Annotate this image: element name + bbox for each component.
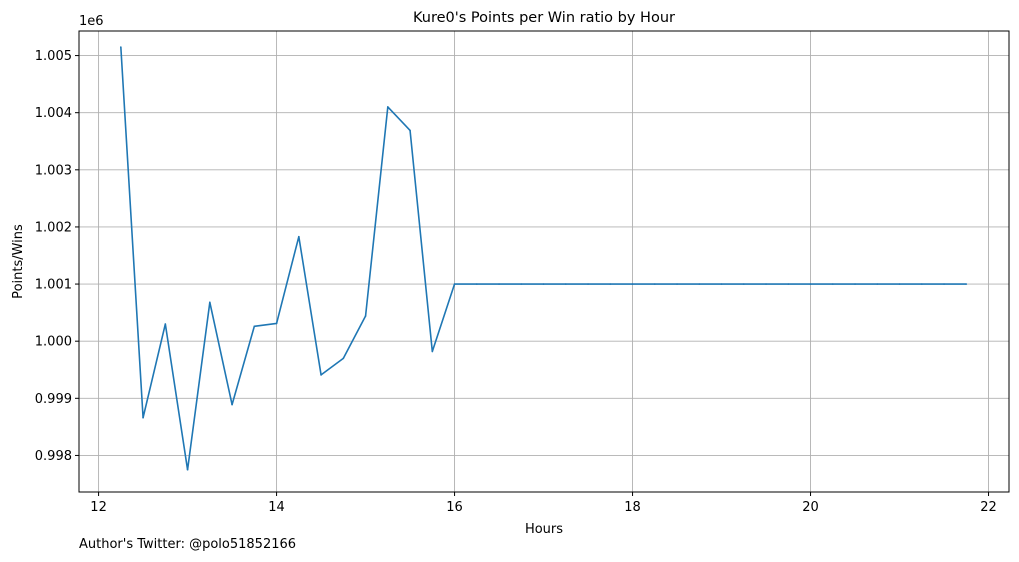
plot-frame: [78, 30, 1010, 493]
y-tick-label: 1.000: [35, 335, 72, 350]
grid: [79, 31, 1009, 492]
data-point: [854, 283, 856, 285]
data-point: [720, 283, 723, 285]
series-layer: [120, 46, 968, 471]
data-point: [676, 283, 678, 285]
y-axis-offset-label: 1e6: [79, 14, 104, 29]
y-tick-label: 0.999: [35, 392, 72, 407]
x-tick-label: 12: [90, 500, 107, 515]
data-point: [742, 283, 745, 285]
data-point: [631, 283, 634, 285]
y-tick-label: 1.004: [35, 106, 72, 121]
axis-ticks: 12 14 16 18 20 22 0.998 0.999 1.000 1.001 1.002 1.0…: [35, 49, 997, 515]
data-point: [609, 283, 612, 285]
data-point: [275, 322, 278, 325]
data-point: [298, 235, 300, 238]
y-tick-label: 1.003: [35, 163, 72, 178]
chart-title: Kure0's Points per Win ratio by Hour: [413, 10, 675, 26]
y-tick-label: 0.998: [35, 449, 72, 464]
data-point: [653, 283, 656, 285]
data-point: [787, 283, 790, 285]
data-point: [698, 283, 701, 285]
data-point: [120, 46, 122, 48]
data-point: [809, 283, 812, 285]
data-point: [342, 357, 345, 360]
y-tick-label: 1.002: [35, 220, 72, 235]
data-point: [498, 283, 500, 285]
data-point: [476, 283, 478, 285]
x-tick-label: 16: [446, 500, 463, 515]
data-point: [831, 283, 834, 285]
data-point: [898, 283, 901, 285]
data-point: [943, 283, 945, 285]
series-line-0: [120, 46, 967, 471]
data-point: [409, 129, 411, 132]
data-point: [209, 301, 211, 304]
x-axis-label: Hours: [525, 522, 563, 537]
y-tick-label: 1.001: [35, 278, 72, 293]
data-point: [320, 374, 322, 376]
data-point: [542, 283, 545, 285]
data-point: [876, 283, 879, 285]
data-point: [231, 403, 233, 406]
x-tick-label: 14: [268, 500, 285, 515]
data-point: [965, 283, 968, 285]
data-point: [253, 325, 256, 328]
data-point: [565, 283, 567, 285]
data-point: [520, 283, 523, 285]
data-point: [453, 283, 456, 285]
author-twitter-note: Author's Twitter: @polo51852166: [79, 537, 297, 552]
data-point: [387, 106, 389, 108]
x-tick-label: 20: [802, 500, 819, 515]
data-point: [142, 416, 144, 419]
data-point: [364, 315, 367, 317]
data-point: [587, 283, 589, 285]
data-point: [765, 283, 767, 285]
data-point: [164, 323, 167, 325]
y-tick-label: 1.005: [35, 49, 72, 64]
data-point: [920, 283, 923, 285]
x-tick-label: 18: [624, 500, 641, 515]
data-point: [431, 350, 434, 353]
y-axis-label: Points/Wins: [11, 224, 26, 299]
data-point: [186, 468, 189, 471]
x-tick-label: 22: [980, 500, 997, 515]
